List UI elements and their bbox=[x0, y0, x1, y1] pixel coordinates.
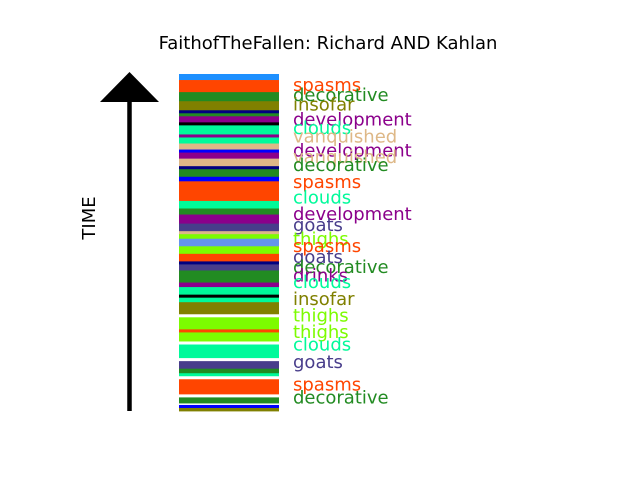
timeline-band bbox=[179, 397, 279, 404]
band-label: spasms bbox=[293, 75, 361, 96]
timeline-band bbox=[179, 137, 279, 144]
band-label: goats bbox=[293, 215, 343, 236]
timeline-band bbox=[179, 261, 279, 265]
timeline-band bbox=[179, 297, 279, 303]
band-label: decorative bbox=[293, 257, 389, 278]
timeline-band bbox=[179, 208, 279, 215]
timeline-band bbox=[179, 373, 279, 377]
y-axis-label: TIME bbox=[79, 196, 100, 240]
time-arrow-head bbox=[100, 72, 159, 102]
timeline-band bbox=[179, 176, 279, 182]
timeline-band bbox=[179, 231, 279, 235]
timeline-band bbox=[179, 302, 279, 315]
timeline-band bbox=[179, 80, 279, 93]
timeline-band bbox=[179, 317, 279, 330]
band-label: development bbox=[293, 110, 412, 131]
band-label: decorative bbox=[293, 85, 389, 106]
timeline-band bbox=[179, 332, 279, 342]
timeline-band bbox=[179, 158, 279, 167]
timeline-band bbox=[179, 110, 279, 114]
timeline-band bbox=[179, 407, 279, 412]
timeline-band bbox=[179, 270, 279, 283]
chart-title: FaithofTheFallen: Richard AND Kahlan bbox=[159, 33, 498, 54]
timeline-band bbox=[179, 122, 279, 126]
band-label: thighs bbox=[293, 322, 349, 343]
timeline-band bbox=[179, 394, 279, 398]
band-label: goats bbox=[293, 352, 343, 373]
timeline-band bbox=[179, 246, 279, 255]
timeline-band bbox=[179, 361, 279, 370]
band-label: clouds bbox=[293, 188, 351, 209]
timeline-band bbox=[179, 166, 279, 170]
timeline-band bbox=[179, 282, 279, 288]
timeline-band bbox=[179, 116, 279, 123]
timeline-band bbox=[179, 143, 279, 150]
timeline-band bbox=[179, 376, 279, 380]
band-label: spasms bbox=[293, 375, 361, 396]
timeline-band bbox=[179, 253, 279, 262]
band-label: clouds bbox=[293, 335, 351, 356]
timeline-band bbox=[179, 74, 279, 81]
timeline-band bbox=[179, 294, 279, 299]
timeline-band bbox=[179, 344, 279, 359]
timeline-band bbox=[179, 238, 279, 247]
timeline-band bbox=[179, 223, 279, 232]
timeline-band bbox=[179, 152, 279, 160]
timeline-band bbox=[179, 181, 279, 202]
time-arrow bbox=[100, 72, 159, 411]
timeline-band bbox=[179, 234, 279, 240]
timeline-bands bbox=[179, 74, 279, 412]
band-label: vanquished bbox=[293, 126, 397, 147]
timeline-band bbox=[179, 404, 279, 409]
band-label: spasms bbox=[293, 236, 361, 257]
timeline-band bbox=[179, 403, 279, 406]
timeline-band bbox=[179, 329, 279, 333]
timeline-band bbox=[179, 379, 279, 395]
timeline-band bbox=[179, 214, 279, 225]
band-label: vanquished bbox=[293, 147, 397, 168]
band-label: clouds bbox=[293, 272, 351, 293]
band-label: insofar bbox=[293, 94, 355, 115]
band-label: decorative bbox=[293, 388, 389, 409]
timeline-band bbox=[179, 92, 279, 102]
timeline-band bbox=[179, 149, 279, 153]
timeline-band bbox=[179, 341, 279, 345]
timeline-labels: spasmsdecorativeinsofardevelopmentclouds… bbox=[293, 75, 412, 409]
timeline-band bbox=[179, 368, 279, 374]
timeline-band bbox=[179, 358, 279, 362]
band-label: clouds bbox=[293, 118, 351, 139]
timeline-band bbox=[179, 264, 279, 271]
band-label: drinks bbox=[293, 266, 348, 287]
timeline-band bbox=[179, 287, 279, 296]
timeline-band bbox=[179, 200, 279, 209]
timeline-band bbox=[179, 314, 279, 318]
timeline-band bbox=[179, 125, 279, 135]
band-label: development bbox=[293, 141, 412, 162]
band-label: thighs bbox=[293, 229, 349, 250]
band-label: insofar bbox=[293, 289, 355, 310]
band-label: decorative bbox=[293, 155, 389, 176]
band-label: thighs bbox=[293, 306, 349, 327]
timeline-band bbox=[179, 113, 279, 117]
band-label: spasms bbox=[293, 172, 361, 193]
band-label: goats bbox=[293, 247, 343, 268]
timeline-band bbox=[179, 169, 279, 178]
band-label: development bbox=[293, 204, 412, 225]
timeline-band bbox=[179, 101, 279, 111]
timeline-band bbox=[179, 134, 279, 138]
